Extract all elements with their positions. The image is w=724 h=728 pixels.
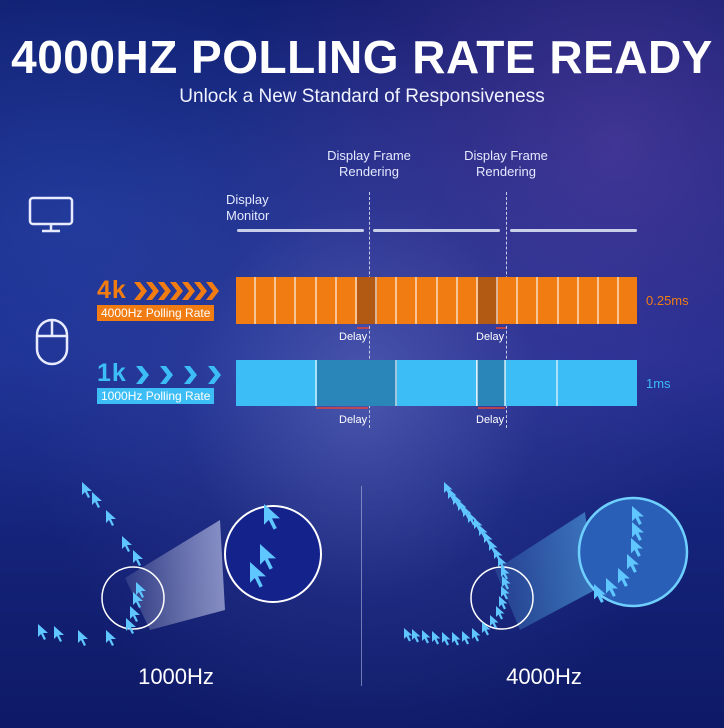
- poll-segment: [236, 360, 317, 406]
- delay-label-4k-2: Delay: [476, 331, 505, 343]
- rate-1k-big-label: 1k: [97, 359, 127, 387]
- poll-segment: [397, 277, 418, 324]
- poll-segment: [618, 277, 638, 324]
- poll-segment: [558, 360, 637, 406]
- poll-segment: [236, 277, 257, 324]
- frame-rendering-label-2: Display Frame Rendering: [464, 148, 548, 179]
- rate-4k-big-label: 4k: [97, 276, 127, 304]
- frame-line-3: [510, 229, 637, 232]
- delay-label-4k-1: Delay: [339, 331, 368, 343]
- rate-1k-value: 1ms: [646, 376, 671, 391]
- page-subtitle: Unlock a New Standard of Responsiveness: [179, 86, 545, 107]
- poll-segment: [296, 277, 317, 324]
- poll-segment: [498, 277, 519, 324]
- cursor-trail-4000hz: [404, 482, 689, 646]
- chevrons-1k-icon: [136, 366, 221, 384]
- frame-line-1: [237, 229, 364, 232]
- delay-marker-4k-2: [496, 327, 506, 329]
- poll-segment: [518, 277, 539, 324]
- rate-4k-label: 4000Hz Polling Rate: [97, 305, 215, 321]
- polling-bar-4k: [236, 277, 638, 324]
- poll-segment-delay: [316, 360, 398, 406]
- delay-marker-4k: [357, 327, 369, 329]
- poll-segment: [276, 277, 297, 324]
- polling-bar-1k: [236, 360, 637, 406]
- comparison-divider: [361, 486, 362, 686]
- delay-marker-1k-2: [478, 407, 505, 409]
- poll-segment-delay: [356, 277, 378, 324]
- frame-rendering-label-1: Display Frame Rendering: [327, 148, 411, 179]
- display-monitor-label: Display Monitor: [226, 192, 270, 223]
- frame-line-2: [373, 229, 500, 232]
- rate-4k-value: 0.25ms: [646, 293, 689, 308]
- rate-1k-label: 1000Hz Polling Rate: [97, 388, 215, 404]
- poll-segment: [417, 277, 438, 324]
- poll-segment: [397, 360, 478, 406]
- poll-segment: [316, 277, 337, 324]
- poll-segment: [578, 277, 599, 324]
- label-1000hz: 1000Hz: [138, 664, 214, 689]
- cursor-trail-1000hz: [38, 482, 322, 646]
- chevrons-4k-icon: [134, 282, 219, 300]
- delay-marker-1k: [316, 407, 368, 409]
- mouse-icon: [35, 318, 69, 366]
- poll-segment: [457, 277, 478, 324]
- poll-segment: [558, 277, 579, 324]
- label-4000hz: 4000Hz: [506, 664, 582, 689]
- poll-segment: [336, 277, 357, 324]
- delay-label-1k-2: Delay: [476, 414, 505, 426]
- poll-segment: [598, 277, 619, 324]
- poll-segment-delay: [477, 277, 499, 324]
- poll-segment: [538, 277, 559, 324]
- poll-segment: [437, 277, 458, 324]
- monitor-icon: [28, 196, 74, 233]
- page-title: 4000HZ POLLING RATE READY: [11, 31, 713, 83]
- delay-label-1k-1: Delay: [339, 414, 368, 426]
- delay-overlay-1k: [476, 360, 506, 406]
- poll-segment: [377, 277, 398, 324]
- poll-segment: [256, 277, 277, 324]
